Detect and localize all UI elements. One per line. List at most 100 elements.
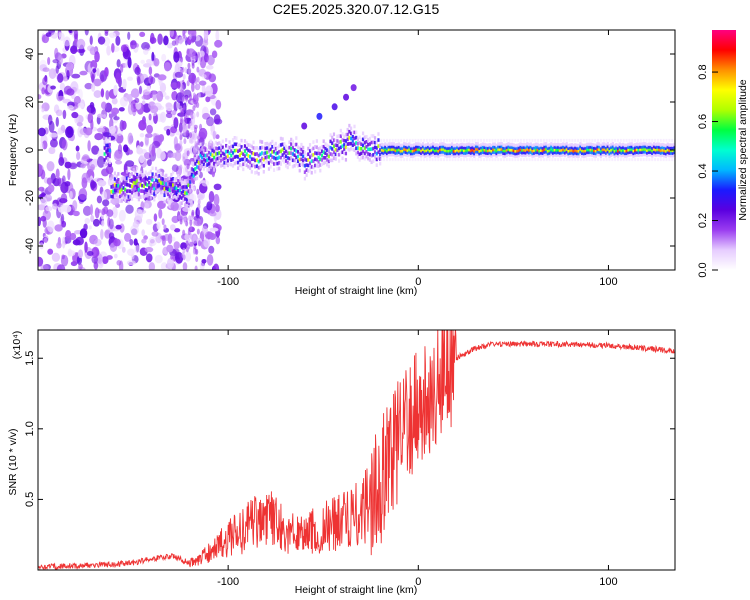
spectrogram-cell	[519, 142, 522, 146]
spectrogram-cell	[259, 146, 262, 150]
spectrogram-cell	[129, 238, 134, 246]
spectrogram-cell	[592, 148, 596, 153]
spectrogram-cell	[563, 143, 567, 147]
spectrogram-cell	[149, 196, 152, 200]
spectrogram-cell	[545, 152, 548, 157]
spectrogram-cell	[462, 138, 465, 142]
spectrogram-cell	[418, 142, 421, 147]
spectrogram-cell	[113, 182, 117, 187]
spectrogram-cell	[495, 146, 498, 150]
spectrogram-cell	[255, 170, 259, 175]
spectrogram-cell	[420, 138, 423, 142]
spectrogram-cell	[276, 161, 279, 166]
spectrogram-cell	[228, 151, 231, 155]
spectrogram-cell	[214, 39, 223, 48]
spectrogram-cell	[266, 150, 269, 155]
spectrogram-cell	[101, 220, 105, 227]
spectrogram-cell	[129, 178, 132, 183]
spectrogram-cell	[562, 152, 565, 157]
spectrogram-cell	[281, 147, 284, 152]
spectrogram-cell	[421, 152, 425, 157]
spectrogram-cell	[560, 142, 563, 147]
spectrogram-cell	[170, 177, 173, 182]
spectrogram-cell	[164, 95, 170, 100]
spectrogram-cell	[543, 144, 546, 149]
spectrogram-cell	[226, 163, 229, 168]
spectrogram-cell	[324, 142, 327, 146]
spectrogram-cell	[406, 148, 409, 152]
spectrogram-cell	[163, 233, 170, 241]
spectrogram-cell	[231, 164, 235, 168]
spectrogram-cell	[494, 158, 497, 162]
spectrogram-cell	[310, 147, 313, 152]
spectrogram-cell	[127, 31, 131, 40]
spectrogram-cell	[127, 76, 133, 81]
spectrogram-cell	[137, 192, 140, 197]
spectrogram-cell	[534, 142, 538, 147]
spectrogram-cell	[515, 154, 519, 158]
spectrogram-cell	[171, 109, 177, 116]
spectrogram-cell	[464, 148, 467, 153]
spectrogram-cell	[149, 189, 152, 194]
spectrogram-cell	[622, 145, 625, 149]
spectrogram-cell	[608, 146, 611, 151]
spectrogram-cell	[221, 145, 224, 150]
spectrogram-cell	[614, 138, 617, 142]
spectrogram-cell	[426, 150, 430, 154]
spectrogram-cell	[112, 189, 115, 194]
spectrogram-cell	[599, 149, 603, 153]
spectrogram-cell	[166, 244, 174, 253]
spectrogram-cell	[534, 150, 538, 155]
spectrogram-cell	[447, 146, 450, 150]
spectrogram-cell	[140, 59, 145, 64]
spectrogram-cell	[196, 111, 200, 118]
spectrogram-cell	[452, 149, 455, 153]
spectrogram-cell	[502, 148, 505, 153]
spectrogram-cell	[288, 162, 291, 166]
spectrogram-cell	[152, 90, 157, 101]
spectrogram-cell	[223, 148, 226, 152]
spectrogram-cell	[452, 154, 455, 158]
spectrogram-cell	[361, 143, 365, 148]
spectrogram-cell	[449, 148, 452, 153]
spectrogram-cell	[331, 141, 334, 146]
spectrogram-cell	[404, 152, 407, 157]
spectrogram-cell	[519, 152, 522, 157]
spectrogram-cell	[563, 153, 567, 158]
spectrogram-cell	[278, 149, 281, 154]
spectrogram-cell	[431, 138, 434, 142]
spectrogram-cell	[512, 153, 515, 158]
spectrogram-cell	[438, 145, 442, 149]
spectrogram-cell	[322, 150, 325, 155]
spectrogram-cell	[367, 147, 370, 152]
spectrogram-cell	[242, 162, 245, 167]
spectrogram-cell	[42, 77, 48, 86]
spectrogram-cell	[628, 138, 631, 142]
spectrogram-cell	[177, 188, 180, 193]
spectrogram-cell	[104, 102, 113, 113]
spectrogram-cell	[326, 143, 329, 148]
spectrogram-cell	[461, 142, 464, 147]
spectrogram-cell	[338, 152, 341, 157]
spectrogram-cell	[238, 153, 241, 157]
spectrogram-cell	[661, 150, 664, 155]
spectrogram-cell	[579, 144, 582, 149]
spectrogram-cell	[637, 148, 640, 152]
spectrogram-cell	[60, 193, 68, 204]
spectrogram-cell	[408, 152, 411, 157]
spectrogram-cell	[141, 178, 144, 183]
spectrogram-cell	[625, 154, 628, 158]
spectrogram-cell	[521, 153, 524, 158]
spectrogram-cell	[610, 145, 613, 150]
spectrogram-cell	[319, 168, 322, 173]
spectrogram-cell	[433, 148, 437, 153]
spectrogram-cell	[302, 154, 305, 159]
spectrogram-cell	[462, 145, 466, 150]
spectrogram-cell	[344, 157, 348, 162]
spectrogram-cell	[108, 160, 111, 165]
snr-panel: -100 0 100 0.51.01.5 (x10⁴) Height of stra…	[7, 329, 676, 596]
spectrogram-cell	[361, 149, 365, 154]
spectrogram-cell	[43, 237, 48, 243]
spectrogram-cell	[350, 84, 357, 92]
spectrogram-cell	[478, 149, 481, 153]
